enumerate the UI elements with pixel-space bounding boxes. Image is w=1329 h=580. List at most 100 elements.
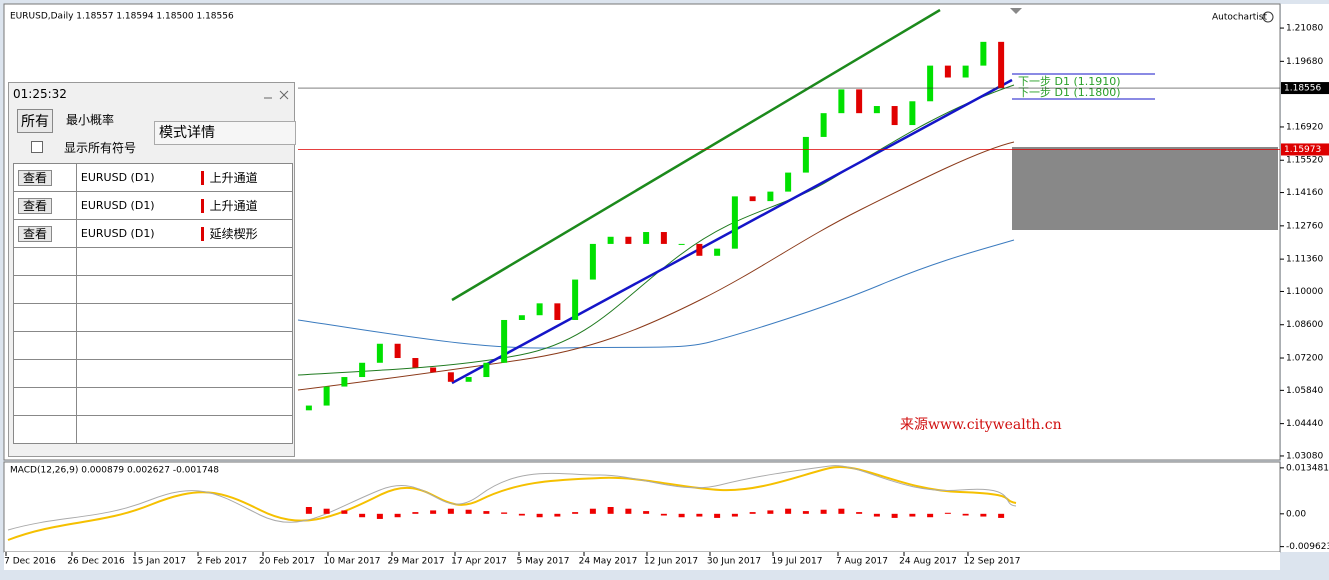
- candle: [891, 106, 898, 126]
- y-tick-label: -0.009623: [1286, 542, 1329, 552]
- candle: [927, 65, 934, 102]
- pattern-row: 查看 EURUSD (D1) 延续楔形: [13, 219, 293, 248]
- macd-bar: [501, 512, 508, 514]
- x-tick-label: 29 Mar 2017: [387, 557, 444, 567]
- x-tick-label: 24 May 2017: [579, 557, 638, 567]
- candle: [856, 89, 863, 114]
- macd-bar: [767, 510, 774, 514]
- macd-bar: [412, 512, 419, 514]
- pattern-cell: [13, 247, 77, 276]
- macd-bar: [607, 507, 614, 514]
- candle: [447, 372, 454, 382]
- pattern-cell: [196, 331, 293, 360]
- pattern-cell: [196, 247, 293, 276]
- autochartist-panel: 01:25:32 所有 最小概率 显示所有符号 模式详情 查看 EURUSD (D…: [8, 82, 296, 457]
- y-tick-label: 1.21080: [1286, 24, 1323, 34]
- ma-green: [297, 84, 1015, 376]
- pattern-cell: [196, 303, 293, 332]
- pattern: 上升通道: [200, 171, 258, 185]
- macd-bar: [891, 513, 898, 518]
- view-button[interactable]: 查看: [18, 170, 53, 186]
- macd-bar: [536, 513, 543, 518]
- y-tick-label: 1.14160: [1286, 188, 1323, 198]
- pattern-cell: [76, 359, 197, 388]
- macd-bar: [589, 508, 596, 514]
- view-button[interactable]: 查看: [18, 198, 53, 214]
- candle: [643, 232, 650, 244]
- pattern-row: [13, 387, 293, 416]
- macd-bar: [749, 512, 756, 514]
- symbol: EURUSD (D1): [80, 199, 155, 212]
- ma-blue: [297, 239, 1015, 349]
- panel-controls[interactable]: [262, 89, 292, 101]
- candle: [305, 405, 312, 411]
- channel-line: [451, 8, 941, 302]
- candle: [714, 248, 721, 256]
- pattern-cell: 查看: [13, 163, 77, 192]
- macd-bar: [909, 513, 916, 517]
- pattern-row: [13, 275, 293, 304]
- macd-bar: [554, 513, 561, 517]
- y-tick-label: 0.00: [1286, 509, 1306, 519]
- pattern-cell: [196, 275, 293, 304]
- pattern-cell: [76, 247, 197, 276]
- pattern-cell: EURUSD (D1): [76, 163, 197, 192]
- candle: [589, 243, 596, 280]
- show-all-checkbox[interactable]: [31, 141, 43, 153]
- candle: [607, 236, 614, 244]
- x-tick-label: 7 Aug 2017: [836, 557, 888, 567]
- candle: [341, 377, 348, 387]
- pattern-cell: 延续楔形: [196, 219, 293, 248]
- candle: [962, 65, 969, 78]
- macd-signal: [7, 465, 1017, 541]
- pattern-cell: [76, 331, 197, 360]
- ma-brown: [297, 141, 1015, 391]
- macd-bar: [731, 513, 738, 517]
- candle: [802, 136, 809, 173]
- autochartist-icon[interactable]: [1262, 11, 1274, 23]
- candle: [412, 358, 419, 368]
- candle: [749, 196, 756, 202]
- macd-bar: [305, 507, 312, 514]
- pattern-cell: [196, 359, 293, 388]
- candle: [376, 343, 383, 363]
- projection-zone: [1012, 147, 1278, 230]
- candle: [536, 303, 543, 316]
- macd-bar: [927, 513, 934, 518]
- x-tick-label: 19 Jul 2017: [772, 557, 823, 567]
- symbol: EURUSD (D1): [80, 171, 155, 184]
- candle: [518, 315, 525, 320]
- macd-bar: [359, 513, 366, 518]
- x-tick-label: 10 Mar 2017: [323, 557, 380, 567]
- detail-window[interactable]: 模式详情: [154, 121, 296, 145]
- macd-bar: [802, 511, 809, 514]
- candle: [572, 279, 579, 320]
- pattern-cell: [13, 275, 77, 304]
- macd-bar: [678, 513, 685, 518]
- pattern-cell: [13, 415, 77, 444]
- pattern-cell: 查看: [13, 191, 77, 220]
- symbol: EURUSD (D1): [80, 227, 155, 240]
- macd-bar: [873, 513, 880, 517]
- view-button[interactable]: 查看: [18, 226, 53, 242]
- candle: [430, 367, 437, 373]
- pattern-cell: [76, 415, 197, 444]
- y-tick-label: 1.12760: [1286, 221, 1323, 231]
- candle: [731, 196, 738, 249]
- macd-bar: [341, 510, 348, 514]
- candle: [660, 232, 667, 244]
- pattern-row: [13, 415, 293, 444]
- candle: [838, 89, 845, 114]
- filter-button[interactable]: 所有: [17, 109, 53, 133]
- candle: [909, 101, 916, 126]
- macd-title: MACD(12,26,9) 0.000879 0.002627 -0.00174…: [10, 466, 219, 476]
- x-tick-label: 20 Feb 2017: [259, 557, 315, 567]
- x-tick-label: 15 Jan 2017: [132, 557, 186, 567]
- macd-bar: [643, 511, 650, 514]
- macd-bar: [518, 513, 525, 516]
- pattern-table: 查看 EURUSD (D1) 上升通道 查看 EURUSD (D1) 上升通道 查看 EURU…: [13, 163, 293, 444]
- macd-bar: [856, 512, 863, 514]
- pattern-cell: [13, 387, 77, 416]
- pattern-cell: [196, 415, 293, 444]
- level-marker: [1281, 143, 1329, 156]
